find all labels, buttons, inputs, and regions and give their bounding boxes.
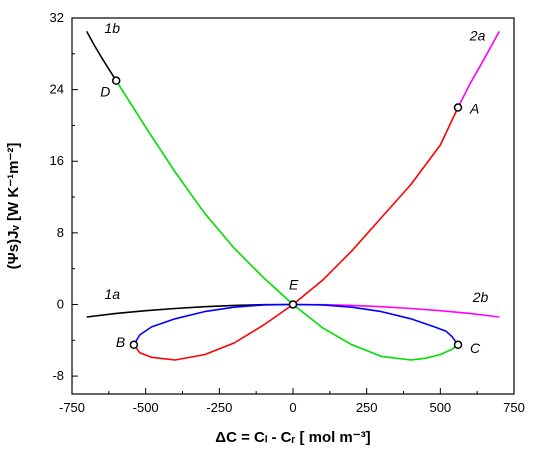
point-label-d: D (100, 84, 110, 100)
y-tick-label: 0 (57, 296, 64, 311)
series-line-3 (457, 31, 501, 108)
series-line-4 (115, 80, 459, 361)
point-label-c: C (470, 340, 481, 356)
point-marker-d (111, 76, 121, 85)
series-line-2 (85, 31, 117, 82)
x-tick-label: 750 (503, 400, 525, 415)
tick-labels: -750 -500 -250 0 250 500 750 -8 0 8 16 24 32 (50, 10, 525, 415)
point-label-b: B (116, 334, 125, 350)
point-marker-e (288, 300, 298, 309)
series-line-5 (133, 107, 459, 361)
y-tick-label: 24 (50, 82, 64, 97)
point-marker-b (129, 340, 139, 350)
x-tick-label: -750 (59, 400, 85, 415)
series-layer (85, 31, 501, 361)
x-tick-label: 500 (429, 400, 451, 415)
axis-ticks (71, 17, 515, 394)
x-tick-label: -250 (206, 400, 232, 415)
point-marker-c (453, 340, 463, 350)
x-tick-label: 0 (289, 400, 296, 415)
x-tick-label: 250 (356, 400, 378, 415)
point-marker-a (453, 103, 463, 112)
x-tick-label: -500 (133, 400, 159, 415)
point-label-e: E (289, 276, 299, 292)
points-layer: D A B C E (100, 76, 481, 356)
curve-labels-layer: 1b 2a 1a 2b (104, 20, 488, 305)
y-tick-label: -8 (52, 368, 64, 383)
point-label-a: A (469, 101, 479, 117)
series-line-6 (133, 303, 459, 346)
curve-label-2a: 2a (469, 27, 486, 43)
curve-label-1a: 1a (104, 286, 120, 302)
y-tick-label: 32 (50, 10, 64, 25)
curve-label-2b: 2b (472, 289, 489, 305)
y-tick-label: 16 (50, 153, 64, 168)
x-axis-title: ΔC = Cₗ - Cᵣ [ mol m⁻³] (215, 429, 370, 446)
curve-label-1b: 1b (104, 20, 120, 36)
y-axis-title: (Ψs)Jᵥ [W K⁻¹m⁻²] (5, 143, 22, 270)
y-tick-label: 8 (57, 225, 64, 240)
